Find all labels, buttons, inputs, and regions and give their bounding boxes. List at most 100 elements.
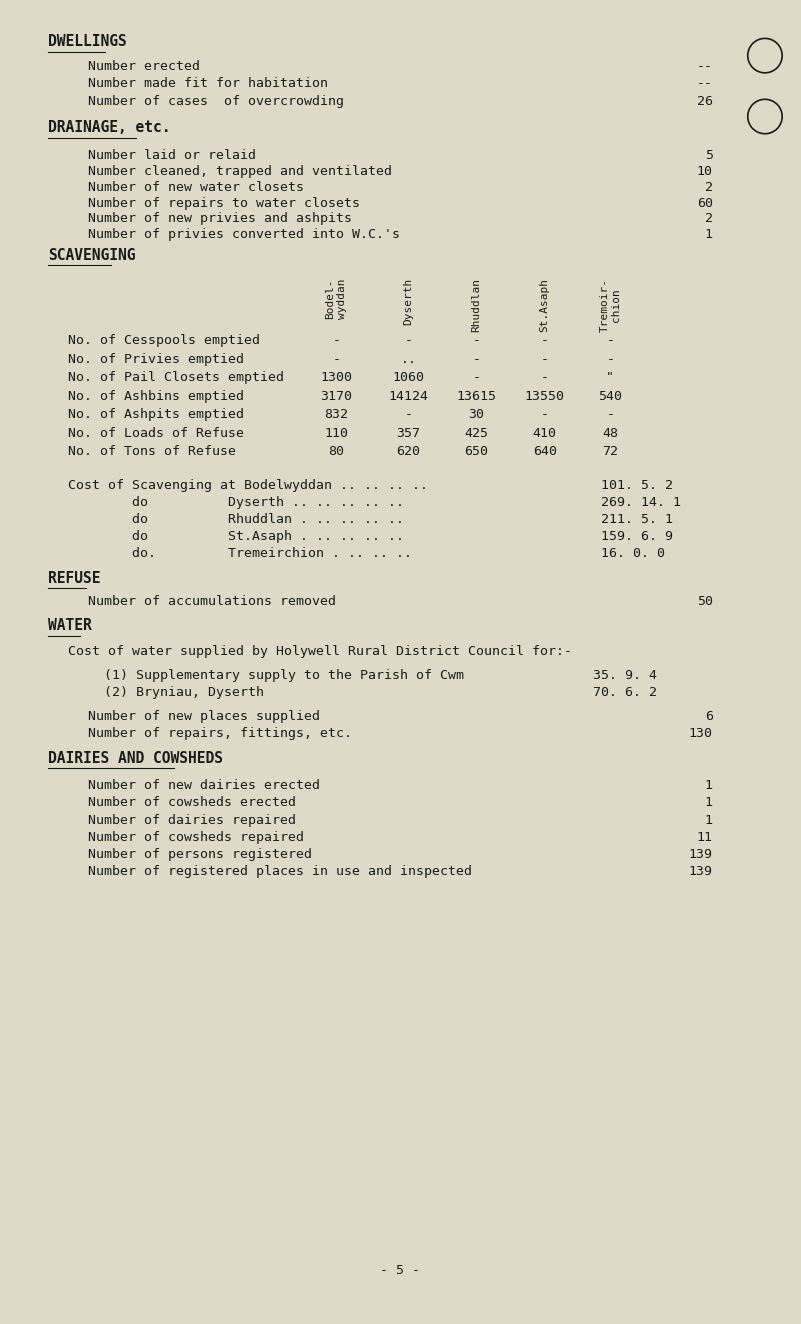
Text: 2: 2 <box>705 212 713 225</box>
Text: 3170: 3170 <box>320 389 352 402</box>
Text: No. of Ashbins emptied: No. of Ashbins emptied <box>68 389 244 402</box>
Text: -: - <box>473 352 481 365</box>
Text: 357: 357 <box>396 426 421 440</box>
Text: Number of persons registered: Number of persons registered <box>88 847 312 861</box>
Text: 26: 26 <box>697 94 713 107</box>
Text: 70. 6. 2: 70. 6. 2 <box>593 686 657 699</box>
Text: 10: 10 <box>697 164 713 177</box>
Text: Number of cowsheds repaired: Number of cowsheds repaired <box>88 830 304 843</box>
Text: St.Asaph: St.Asaph <box>540 278 549 332</box>
Text: 13550: 13550 <box>525 389 565 402</box>
Text: Bodel-
wyddan: Bodel- wyddan <box>326 278 347 319</box>
Text: No. of Loads of Refuse: No. of Loads of Refuse <box>68 426 244 440</box>
Text: 139: 139 <box>689 847 713 861</box>
Text: 5: 5 <box>705 148 713 162</box>
Text: No. of Pail Closets emptied: No. of Pail Closets emptied <box>68 371 284 384</box>
Text: 6: 6 <box>705 710 713 723</box>
Text: - 5 -: - 5 - <box>380 1263 421 1276</box>
Text: -: - <box>606 334 614 347</box>
Text: Number made fit for habitation: Number made fit for habitation <box>88 77 328 90</box>
Text: Number of privies converted into W.C.'s: Number of privies converted into W.C.'s <box>88 228 400 241</box>
Text: 832: 832 <box>324 408 348 421</box>
Text: 410: 410 <box>533 426 557 440</box>
Text: Number of cowsheds erected: Number of cowsheds erected <box>88 796 296 809</box>
Text: 13615: 13615 <box>457 389 497 402</box>
Text: Number of cases  of overcrowding: Number of cases of overcrowding <box>88 94 344 107</box>
Text: 1300: 1300 <box>320 371 352 384</box>
Text: -: - <box>541 371 549 384</box>
Text: 1060: 1060 <box>392 371 425 384</box>
Text: -: - <box>541 334 549 347</box>
Text: -: - <box>332 352 340 365</box>
Text: 72: 72 <box>602 445 618 458</box>
Text: Number laid or relaid: Number laid or relaid <box>88 148 256 162</box>
Text: 139: 139 <box>689 865 713 878</box>
Text: No. of Cesspools emptied: No. of Cesspools emptied <box>68 334 260 347</box>
Text: DRAINAGE, etc.: DRAINAGE, etc. <box>48 120 171 135</box>
Text: Tremoir-
chion: Tremoir- chion <box>600 278 621 332</box>
Text: Number of repairs to water closets: Number of repairs to water closets <box>88 196 360 209</box>
Text: -: - <box>473 371 481 384</box>
Text: 48: 48 <box>602 426 618 440</box>
Text: 425: 425 <box>465 426 489 440</box>
Text: 11: 11 <box>697 830 713 843</box>
Text: 30: 30 <box>469 408 485 421</box>
Text: Number of dairies repaired: Number of dairies repaired <box>88 813 296 826</box>
Text: do          St.Asaph . .. .. .. ..: do St.Asaph . .. .. .. .. <box>68 530 404 543</box>
Text: 101. 5. 2: 101. 5. 2 <box>601 478 673 491</box>
Text: (1) Supplementary supply to the Parish of Cwm: (1) Supplementary supply to the Parish o… <box>104 669 464 682</box>
Text: 540: 540 <box>598 389 622 402</box>
Text: DAIRIES AND COWSHEDS: DAIRIES AND COWSHEDS <box>48 751 223 765</box>
Text: (2) Bryniau, Dyserth: (2) Bryniau, Dyserth <box>104 686 264 699</box>
Text: Number erected: Number erected <box>88 60 200 73</box>
Text: ..: .. <box>400 352 417 365</box>
Text: 1: 1 <box>705 796 713 809</box>
Text: -: - <box>405 334 413 347</box>
Text: No. of Ashpits emptied: No. of Ashpits emptied <box>68 408 244 421</box>
Text: -: - <box>541 352 549 365</box>
Text: Number cleaned, trapped and ventilated: Number cleaned, trapped and ventilated <box>88 164 392 177</box>
Text: 640: 640 <box>533 445 557 458</box>
Text: Number of new privies and ashpits: Number of new privies and ashpits <box>88 212 352 225</box>
Text: do          Dyserth .. .. .. .. ..: do Dyserth .. .. .. .. .. <box>68 495 404 508</box>
Text: do          Rhuddlan . .. .. .. ..: do Rhuddlan . .. .. .. .. <box>68 512 404 526</box>
Text: -: - <box>405 408 413 421</box>
Text: 50: 50 <box>697 594 713 608</box>
Text: WATER: WATER <box>48 618 92 633</box>
Text: 1: 1 <box>705 813 713 826</box>
Text: ": " <box>606 371 614 384</box>
Text: No. of Tons of Refuse: No. of Tons of Refuse <box>68 445 236 458</box>
Text: 35. 9. 4: 35. 9. 4 <box>593 669 657 682</box>
Text: 60: 60 <box>697 196 713 209</box>
Text: Cost of Scavenging at Bodelwyddan .. .. .. ..: Cost of Scavenging at Bodelwyddan .. .. … <box>68 478 428 491</box>
Text: Cost of water supplied by Holywell Rural District Council for:-: Cost of water supplied by Holywell Rural… <box>68 645 572 658</box>
Text: --: -- <box>697 77 713 90</box>
Text: 16. 0. 0: 16. 0. 0 <box>601 547 665 560</box>
Text: 620: 620 <box>396 445 421 458</box>
Text: 211. 5. 1: 211. 5. 1 <box>601 512 673 526</box>
Text: -: - <box>606 408 614 421</box>
Text: do.         Tremeirchion . .. .. ..: do. Tremeirchion . .. .. .. <box>68 547 412 560</box>
Text: Number of repairs, fittings, etc.: Number of repairs, fittings, etc. <box>88 727 352 740</box>
Text: 269. 14. 1: 269. 14. 1 <box>601 495 681 508</box>
Text: Number of accumulations removed: Number of accumulations removed <box>88 594 336 608</box>
Text: DWELLINGS: DWELLINGS <box>48 34 127 49</box>
Text: Number of new dairies erected: Number of new dairies erected <box>88 779 320 792</box>
Text: Number of new places supplied: Number of new places supplied <box>88 710 320 723</box>
Text: 650: 650 <box>465 445 489 458</box>
Text: Dyserth: Dyserth <box>404 278 413 326</box>
Text: REFUSE: REFUSE <box>48 571 101 585</box>
Text: SCAVENGING: SCAVENGING <box>48 248 135 262</box>
Text: 130: 130 <box>689 727 713 740</box>
Text: 1: 1 <box>705 228 713 241</box>
Text: 110: 110 <box>324 426 348 440</box>
Text: 80: 80 <box>328 445 344 458</box>
Text: --: -- <box>697 60 713 73</box>
Text: 14124: 14124 <box>388 389 429 402</box>
Text: 2: 2 <box>705 180 713 193</box>
Text: 1: 1 <box>705 779 713 792</box>
Text: -: - <box>473 334 481 347</box>
Text: -: - <box>606 352 614 365</box>
Text: -: - <box>332 334 340 347</box>
Text: No. of Privies emptied: No. of Privies emptied <box>68 352 244 365</box>
